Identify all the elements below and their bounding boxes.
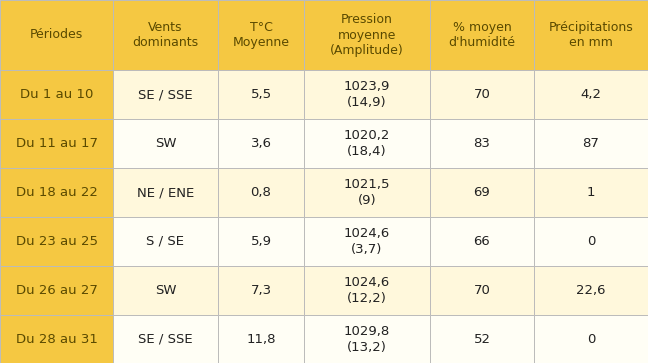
Text: 70: 70 [474,284,491,297]
Text: 11,8: 11,8 [246,333,276,346]
Bar [534,217,648,266]
Bar [304,0,430,70]
Bar [0,119,113,168]
Text: Vents
dominants: Vents dominants [132,21,198,49]
Text: Précipitations
en mm: Précipitations en mm [549,21,633,49]
Text: 22,6: 22,6 [576,284,606,297]
Bar [430,315,534,363]
Bar [218,70,304,119]
Text: Du 26 au 27: Du 26 au 27 [16,284,97,297]
Bar [534,168,648,217]
Bar [218,315,304,363]
Text: 1024,6
(3,7): 1024,6 (3,7) [344,227,390,256]
Text: SE / SSE: SE / SSE [138,333,193,346]
Bar [304,315,430,363]
Text: 87: 87 [583,137,599,150]
Text: 66: 66 [474,235,491,248]
Bar [430,0,534,70]
Bar [0,315,113,363]
Bar [218,217,304,266]
Bar [113,70,218,119]
Text: 3,6: 3,6 [251,137,272,150]
Text: Du 23 au 25: Du 23 au 25 [16,235,97,248]
Bar [218,168,304,217]
Text: Du 18 au 22: Du 18 au 22 [16,186,97,199]
Bar [304,168,430,217]
Bar [113,266,218,315]
Text: 1023,9
(14,9): 1023,9 (14,9) [344,80,390,109]
Text: 1: 1 [586,186,596,199]
Text: Pression
moyenne
(Amplitude): Pression moyenne (Amplitude) [330,13,404,57]
Text: % moyen
d'humidité: % moyen d'humidité [448,21,516,49]
Bar [430,119,534,168]
Text: 0: 0 [587,235,595,248]
Bar [0,168,113,217]
Text: 0,8: 0,8 [251,186,272,199]
Text: 1020,2
(18,4): 1020,2 (18,4) [344,129,390,158]
Bar [430,217,534,266]
Bar [534,70,648,119]
Bar [304,217,430,266]
Bar [304,70,430,119]
Text: 7,3: 7,3 [250,284,272,297]
Bar [430,168,534,217]
Bar [430,70,534,119]
Bar [430,266,534,315]
Text: Du 28 au 31: Du 28 au 31 [16,333,97,346]
Bar [534,119,648,168]
Text: Périodes: Périodes [30,29,83,41]
Text: 70: 70 [474,88,491,101]
Text: 5,9: 5,9 [251,235,272,248]
Bar [304,119,430,168]
Text: SE / SSE: SE / SSE [138,88,193,101]
Bar [534,266,648,315]
Bar [0,217,113,266]
Bar [218,0,304,70]
Bar [218,119,304,168]
Bar [0,266,113,315]
Text: NE / ENE: NE / ENE [137,186,194,199]
Text: Du 1 au 10: Du 1 au 10 [20,88,93,101]
Bar [0,70,113,119]
Text: T°C
Moyenne: T°C Moyenne [233,21,290,49]
Text: Du 11 au 17: Du 11 au 17 [16,137,97,150]
Text: SW: SW [155,137,176,150]
Bar [534,315,648,363]
Bar [113,217,218,266]
Text: 1024,6
(12,2): 1024,6 (12,2) [344,276,390,305]
Text: 5,5: 5,5 [250,88,272,101]
Text: 1021,5
(9): 1021,5 (9) [343,178,390,207]
Bar [113,315,218,363]
Text: SW: SW [155,284,176,297]
Bar [113,168,218,217]
Bar [304,266,430,315]
Bar [113,0,218,70]
Text: 4,2: 4,2 [581,88,601,101]
Bar [534,0,648,70]
Text: 52: 52 [474,333,491,346]
Text: 0: 0 [587,333,595,346]
Text: 69: 69 [474,186,491,199]
Bar [113,119,218,168]
Text: 1029,8
(13,2): 1029,8 (13,2) [344,325,390,354]
Text: S / SE: S / SE [146,235,185,248]
Text: 83: 83 [474,137,491,150]
Bar [218,266,304,315]
Bar [0,0,113,70]
